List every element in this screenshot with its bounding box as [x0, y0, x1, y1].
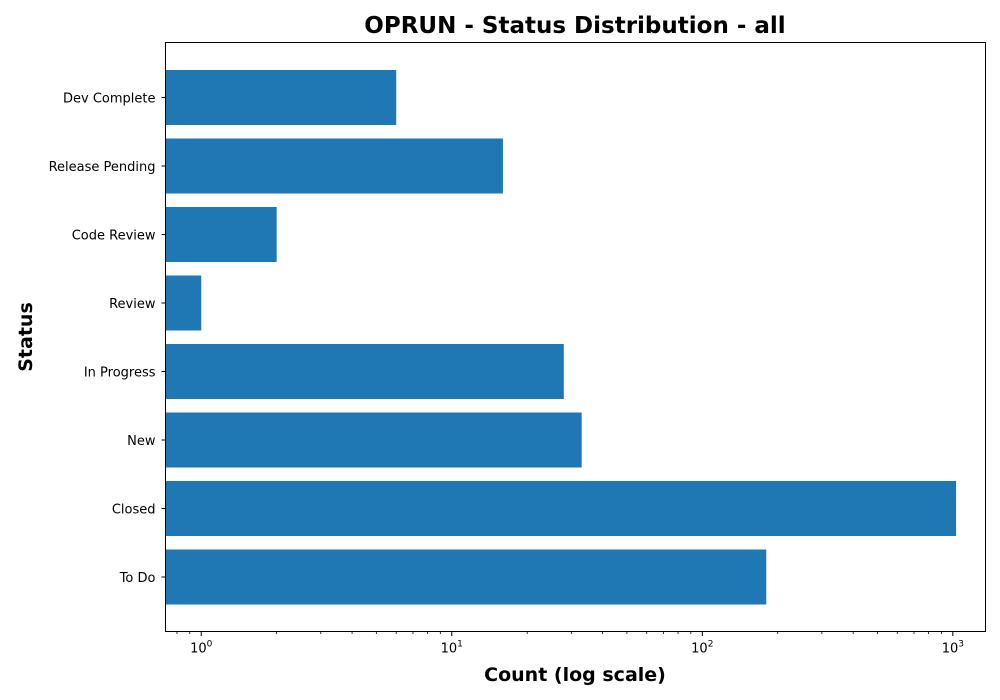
x-tick-label-1: 101: [441, 640, 463, 657]
y-tick-label-closed: Closed: [112, 503, 156, 518]
x-tick-label-exponent: 1: [457, 640, 463, 650]
y-tick-group: To Do Closed New In Progress Review Code Revi…: [49, 92, 166, 586]
y-tick-label-new: New: [127, 434, 156, 449]
plot-frame: [165, 42, 986, 632]
x-tick-label-base: 10: [441, 642, 458, 657]
x-tick-label-base: 10: [691, 642, 708, 657]
x-tick-label-exponent: 2: [708, 640, 714, 650]
bars-group: [165, 70, 957, 605]
bar-release-pending: [165, 138, 503, 194]
x-axis-title: Count (log scale): [484, 664, 666, 686]
bar-new: [165, 412, 582, 468]
y-tick-label-code-review: Code Review: [72, 229, 156, 244]
x-tick-group: 100 101 102 103: [176, 631, 964, 657]
y-tick-label-to-do: To Do: [119, 571, 156, 586]
bar-in-progress: [165, 344, 564, 399]
bar-dev-complete: [165, 70, 397, 125]
bar-review: [165, 275, 202, 331]
y-axis-title: Status: [15, 302, 37, 372]
bar-code-review: [165, 207, 277, 262]
chart-title: OPRUN - Status Distribution - all: [364, 13, 785, 39]
y-tick-label-dev-complete: Dev Complete: [63, 92, 156, 107]
y-tick-label-in-progress: In Progress: [84, 366, 156, 381]
y-tick-label-review: Review: [109, 297, 156, 312]
x-tick-label-exponent: 0: [207, 640, 213, 650]
bar-to-do: [165, 549, 767, 605]
bar-closed: [165, 481, 957, 536]
y-tick-label-release-pending: Release Pending: [49, 160, 156, 175]
x-tick-label-0: 100: [190, 640, 213, 657]
x-tick-label-exponent: 3: [958, 640, 964, 650]
x-tick-label-base: 10: [190, 642, 207, 657]
x-tick-label-3: 103: [942, 640, 964, 657]
x-tick-label-base: 10: [942, 642, 959, 657]
x-tick-label-2: 102: [691, 640, 713, 657]
